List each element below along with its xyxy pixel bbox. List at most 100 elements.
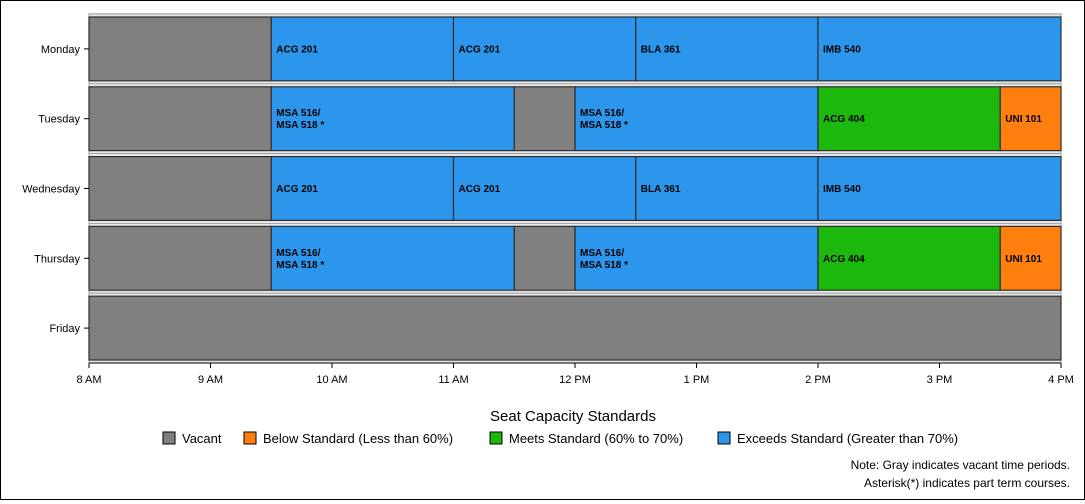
legend-swatch — [162, 431, 176, 445]
bar-segment — [270, 156, 455, 222]
legend-item-vacant: Vacant — [162, 431, 222, 446]
bar-segment — [88, 156, 272, 222]
bar-label: ACG 201 — [459, 44, 501, 55]
bar-segment — [88, 295, 1062, 361]
note-line: Asterisk(*) indicates part term courses. — [864, 476, 1070, 490]
bar-label: ACG 201 — [276, 184, 318, 195]
bar-label: ACG 201 — [276, 44, 318, 55]
legend-label: Below Standard (Less than 60%) — [263, 431, 453, 446]
bar-segment — [88, 86, 272, 152]
bar-label-line: MSA 516/ — [580, 108, 624, 119]
bar-monday-exceeds: ACG 201 — [270, 16, 455, 82]
bar-wednesday-exceeds: ACG 201 — [270, 156, 455, 222]
x-tick-label: 1 PM — [684, 374, 710, 386]
y-tick-label: Wednesday — [22, 184, 80, 196]
bar-label: MSA 516/MSA 518 * — [276, 248, 324, 271]
bar-tuesday-exceeds: MSA 516/MSA 518 * — [270, 86, 515, 152]
x-axis: 8 AM 9 AM 10 AM 11 AM 12 PM 1 PM 2 PM 3 PM 4 PM — [76, 362, 1074, 386]
bar-label-line: UNI 101 — [1005, 114, 1042, 125]
bar-segment — [270, 86, 515, 152]
bar-label-line: ACG 201 — [276, 44, 318, 55]
note-line: Note: Gray indicates vacant time periods… — [851, 458, 1070, 472]
y-tick-label: Friday — [49, 323, 80, 335]
bar-segment — [513, 225, 576, 291]
y-tick-label: Monday — [41, 44, 81, 56]
bar-label-line: ACG 201 — [276, 184, 318, 195]
bar-segment — [635, 156, 819, 222]
bar-label-line: MSA 518 * — [276, 120, 324, 131]
legend: Seat Capacity Standards Vacant Below Stan… — [162, 408, 958, 446]
bar-label: MSA 516/MSA 518 * — [580, 108, 628, 131]
bar-tuesday-vacant — [513, 86, 576, 152]
bar-label: BLA 361 — [641, 184, 681, 195]
bar-label-line: MSA 516/ — [276, 248, 320, 259]
x-tick-label: 11 AM — [438, 374, 468, 386]
bar-label-line: ACG 201 — [459, 184, 501, 195]
bar-label-line: ACG 404 — [823, 114, 865, 125]
bar-label-line: BLA 361 — [641, 184, 681, 195]
x-tick-label: 10 AM — [316, 374, 347, 386]
bar-tuesday-below: UNI 101 — [999, 86, 1062, 152]
y-tick-label: Tuesday — [38, 114, 80, 126]
bar-tuesday-meets: ACG 404 — [817, 86, 1001, 152]
bar-segment — [817, 86, 1001, 152]
bar-label-line: ACG 201 — [459, 44, 501, 55]
bar-label-line: IMB 540 — [823, 184, 861, 195]
bar-friday-vacant — [88, 295, 1062, 361]
bar-label: ACG 201 — [459, 184, 501, 195]
legend-item-exceeds: Exceeds Standard (Greater than 70%) — [717, 431, 958, 446]
bar-monday-exceeds: BLA 361 — [635, 16, 819, 82]
x-tick-label: 9 AM — [198, 374, 223, 386]
x-tick-label: 8 AM — [76, 374, 101, 386]
bar-segment — [270, 16, 455, 82]
bar-label-line: BLA 361 — [641, 44, 681, 55]
bar-wednesday-vacant — [88, 156, 272, 222]
bar-thursday-exceeds: MSA 516/MSA 518 * — [270, 225, 515, 291]
bar-thursday-exceeds: MSA 516/MSA 518 * — [574, 225, 819, 291]
bar-segment — [817, 16, 1062, 82]
bar-label: MSA 516/MSA 518 * — [580, 248, 628, 271]
legend-label: Meets Standard (60% to 70%) — [509, 431, 683, 446]
bar-label-line: MSA 518 * — [276, 260, 324, 271]
x-tick-label: 4 PM — [1048, 374, 1074, 386]
schedule-bars: ACG 201 ACG 201 BLA 361 IMB 540 MSA 516/MSA … — [88, 16, 1062, 361]
bar-label: IMB 540 — [823, 44, 861, 55]
bar-thursday-meets: ACG 404 — [817, 225, 1001, 291]
bar-tuesday-vacant — [88, 86, 272, 152]
x-tick-label: 3 PM — [927, 374, 953, 386]
bar-monday-exceeds: IMB 540 — [817, 16, 1062, 82]
bar-segment — [635, 16, 819, 82]
bar-monday-exceeds: ACG 201 — [452, 16, 637, 82]
bar-wednesday-exceeds: BLA 361 — [635, 156, 819, 222]
bar-label-line: UNI 101 — [1005, 254, 1042, 265]
x-tick-label: 12 PM — [559, 374, 591, 386]
bar-thursday-vacant — [513, 225, 576, 291]
legend-swatch — [243, 431, 257, 445]
bar-thursday-below: UNI 101 — [999, 225, 1062, 291]
legend-label: Vacant — [182, 431, 222, 446]
bar-segment — [999, 86, 1062, 152]
x-tick-label: 2 PM — [805, 374, 831, 386]
legend-title: Seat Capacity Standards — [490, 408, 656, 425]
bar-label-line: MSA 518 * — [580, 260, 628, 271]
legend-swatch — [717, 431, 731, 445]
bar-label: MSA 516/MSA 518 * — [276, 108, 324, 131]
bar-segment — [88, 16, 272, 82]
bar-label: BLA 361 — [641, 44, 681, 55]
bar-label-line: MSA 516/ — [276, 108, 320, 119]
notes: Note: Gray indicates vacant time periods… — [851, 458, 1070, 490]
legend-item-meets: Meets Standard (60% to 70%) — [489, 431, 683, 446]
y-axis: Monday Tuesday Wednesday Thursday Friday — [22, 44, 89, 335]
bar-thursday-vacant — [88, 225, 272, 291]
bar-label-line: ACG 404 — [823, 254, 865, 265]
bar-tuesday-exceeds: MSA 516/MSA 518 * — [574, 86, 819, 152]
bar-label: IMB 540 — [823, 184, 861, 195]
bar-segment — [817, 156, 1062, 222]
bar-monday-vacant — [88, 16, 272, 82]
bar-label-line: MSA 516/ — [580, 248, 624, 259]
bar-wednesday-exceeds: ACG 201 — [452, 156, 637, 222]
bar-wednesday-exceeds: IMB 540 — [817, 156, 1062, 222]
bar-segment — [817, 225, 1001, 291]
